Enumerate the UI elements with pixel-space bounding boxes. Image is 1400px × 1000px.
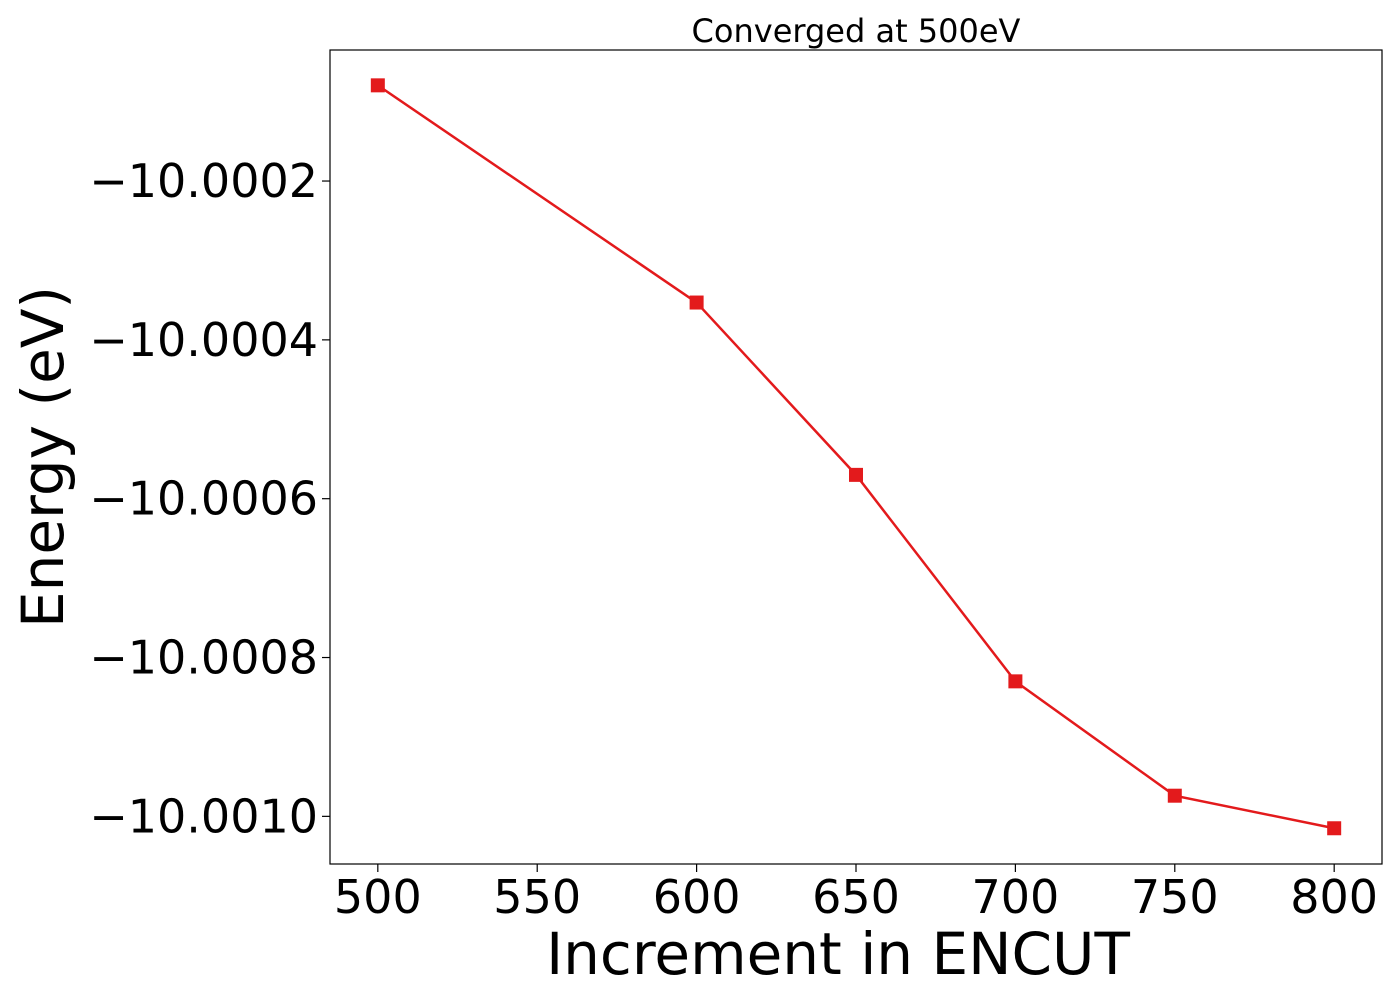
y-axis-label: Energy (eV) (9, 286, 77, 628)
y-tick-label: −10.0010 (89, 789, 318, 843)
y-tick-label: −10.0008 (89, 631, 318, 685)
plot-area-frame (329, 49, 1383, 865)
x-axis-ticks: 500 550 600 650 700 750 800 (334, 864, 1378, 924)
data-point-marker (1167, 788, 1182, 803)
data-point-marker (849, 467, 863, 482)
data-point-marker (1008, 674, 1023, 689)
series-line (377, 84, 1335, 830)
x-tick-label: 650 (812, 870, 900, 924)
y-tick-label: −10.0006 (89, 472, 318, 526)
x-tick-label: 800 (1290, 870, 1378, 924)
data-point-marker (370, 78, 385, 93)
x-tick-label: 700 (971, 870, 1059, 924)
y-tick-label: −10.0004 (89, 313, 318, 367)
chart-title: Converged at 500eV (692, 12, 1021, 50)
x-tick-label: 500 (334, 870, 422, 924)
x-axis-label: Increment in ENCUT (546, 920, 1130, 988)
x-tick-label: 550 (493, 870, 581, 924)
x-tick-label: 600 (653, 870, 741, 924)
x-tick-label: 750 (1131, 870, 1219, 924)
y-tick-label: −10.0002 (89, 154, 318, 208)
data-series-layer (370, 78, 1342, 836)
data-point-marker (689, 295, 704, 310)
y-axis-ticks: −10.0002 −10.0004 −10.0006 −10.0008 −10.0010 (89, 154, 330, 843)
data-point-marker (1327, 821, 1342, 836)
